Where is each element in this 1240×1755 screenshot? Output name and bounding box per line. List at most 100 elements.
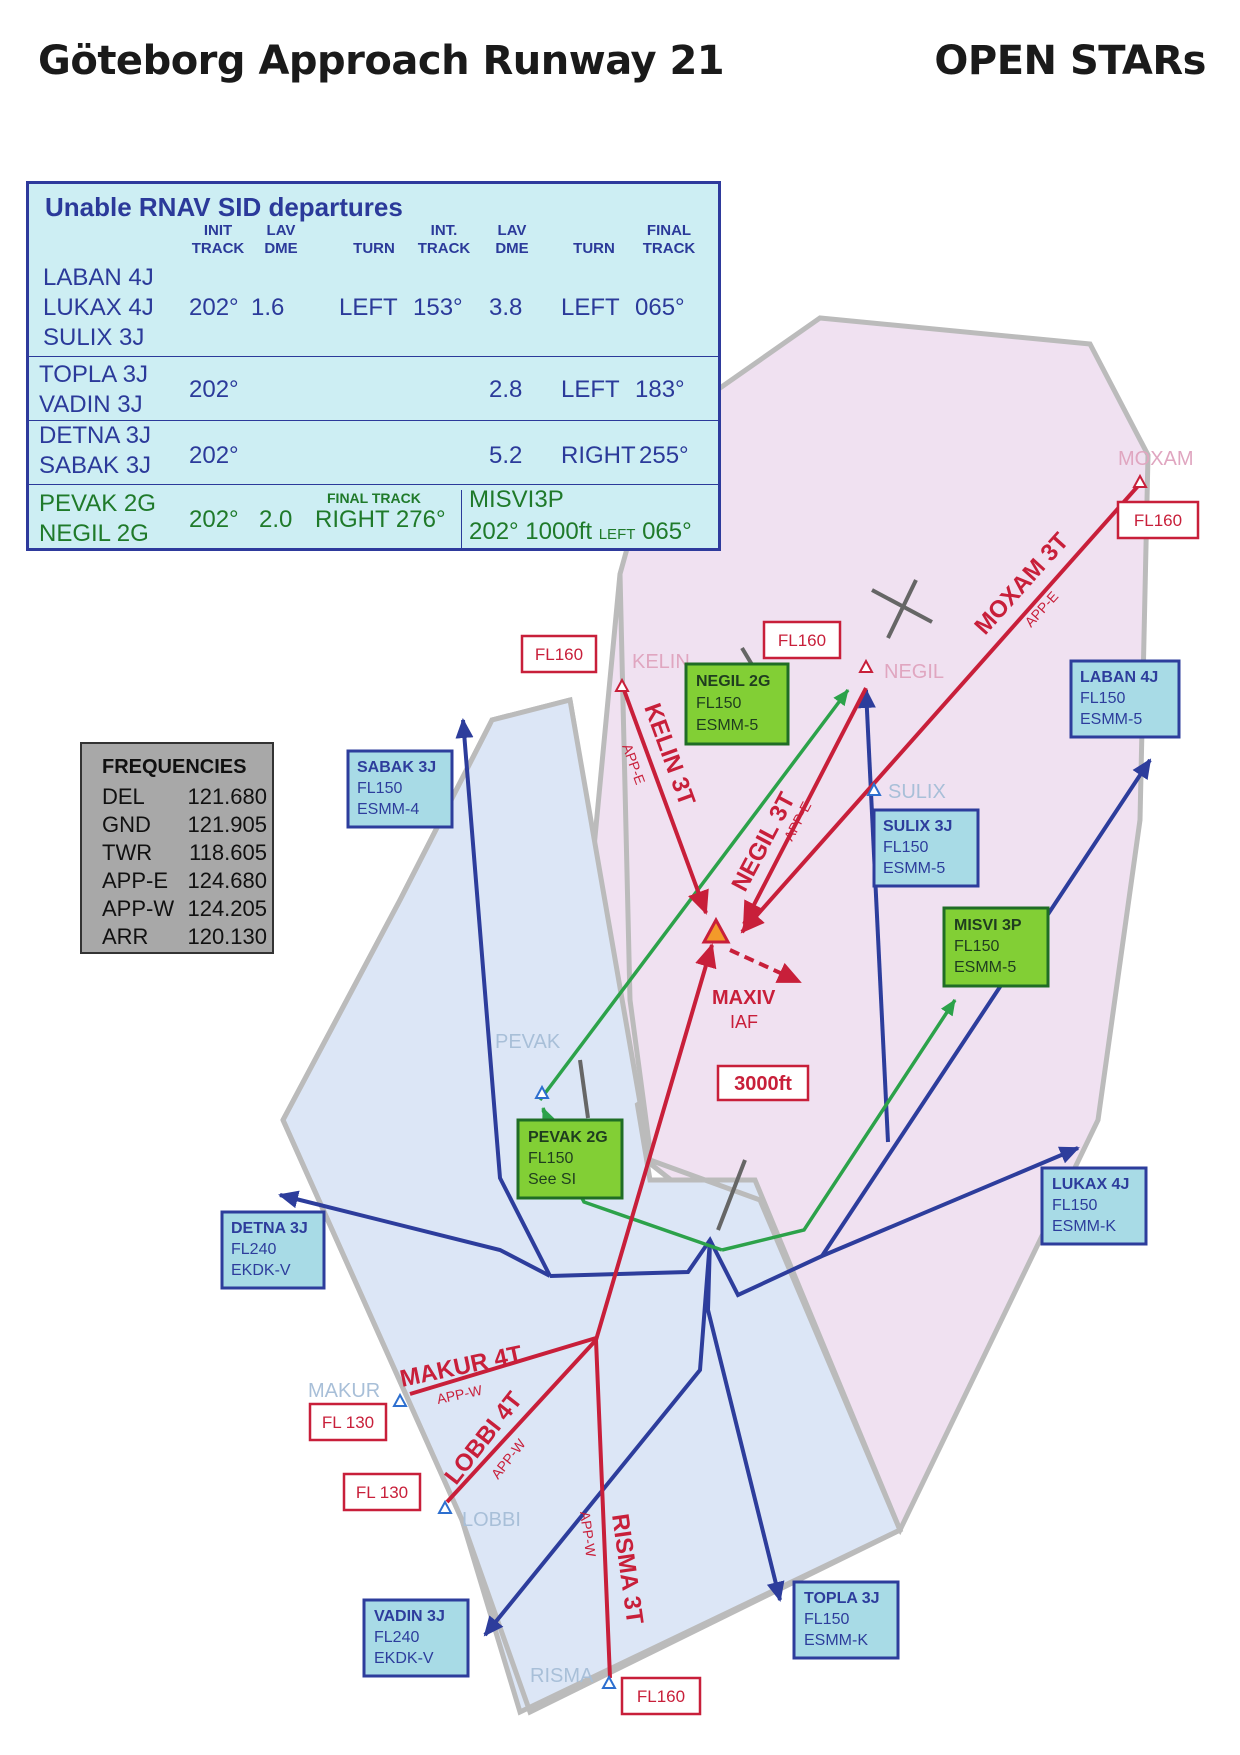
- row2-final: 183°: [635, 376, 685, 403]
- makur-star: [409, 1336, 597, 1396]
- hdr-int-track: INT. TRACK: [417, 222, 471, 257]
- altitude-label: 3000ft: [734, 1073, 792, 1095]
- maxiv-hold: [729, 948, 802, 984]
- svg-text:LUKAX 4J: LUKAX 4J: [1052, 1176, 1129, 1193]
- row3-turn2: RIGHT: [561, 442, 636, 469]
- topla-route: [705, 1239, 785, 1602]
- freq-name: ARR: [102, 924, 149, 949]
- green-final-label: FINAL TRACK: [327, 490, 421, 506]
- green-dme: 2.0: [259, 506, 293, 533]
- misvi-turn: LEFT: [598, 526, 636, 543]
- misvi-separator: [461, 490, 462, 548]
- misvi-name: MISVI3P: [469, 486, 564, 513]
- row3-name-1: DETNA 3J: [39, 422, 152, 449]
- freq-name: APP-W: [102, 896, 175, 921]
- fl-moxam: FL160: [1134, 511, 1182, 530]
- row3-name-2: SABAK 3J: [39, 452, 152, 479]
- row3-final: 255°: [639, 442, 689, 469]
- box-negil: NEGIL 2G FL150 ESMM-5: [684, 662, 790, 746]
- svg-text:SABAK 3J: SABAK 3J: [357, 759, 436, 776]
- freq-value: 124.205: [187, 896, 267, 921]
- freq-name: DEL: [102, 784, 145, 809]
- sabak-route: [455, 718, 552, 1277]
- svg-text:FL150: FL150: [696, 695, 741, 712]
- row2-name-2: VADIN 3J: [39, 391, 143, 418]
- lobbi-label: LOBBI: [462, 1509, 521, 1531]
- kelin-star: [622, 689, 709, 915]
- fl-boxes: FL160 FL160 FL160 FL 130 FL 130 FL160 30…: [308, 500, 1200, 1716]
- waypoint-markers: [392, 473, 1148, 1689]
- misvi-track-value: 202° 1000ft: [469, 518, 593, 545]
- row1-dme2: 3.8: [489, 294, 523, 321]
- row3-dme2: 5.2: [489, 442, 523, 469]
- sid-boxes: LABAN 4J FL150 ESMM-5 SABAK 3J FL150 ESM…: [220, 659, 1181, 1678]
- hdr-lav-dme: LAV DME: [264, 222, 298, 257]
- box-misvi: MISVI 3P FL150 ESMM-5: [942, 906, 1050, 988]
- freq-row-app-e: APP-E 124.680: [102, 868, 267, 894]
- frequencies-box: FREQUENCIES DEL 121.680 GND 121.905 TWR 118…: [80, 742, 274, 954]
- fl-box-lobbi: [342, 1472, 422, 1512]
- sid-routes: [278, 688, 1152, 1637]
- fl-lobbi: FL 130: [356, 1483, 408, 1502]
- risma-triangle: [601, 1674, 617, 1689]
- moxam-label: MOXAM: [1118, 448, 1194, 470]
- fl-box-moxam: [1116, 500, 1200, 540]
- freq-row-app-w: APP-W 124.205: [102, 896, 267, 922]
- box-vadin: VADIN 3J FL240 EKDK-V: [362, 1598, 470, 1678]
- fl-makur: FL 130: [322, 1413, 374, 1432]
- kelin-label: KELIN: [632, 651, 690, 673]
- row-separator: [29, 484, 718, 485]
- row2-name-1: TOPLA 3J: [39, 361, 148, 388]
- row1-init: 202°: [189, 294, 239, 321]
- sid-table-title: Unable RNAV SID departures: [45, 192, 403, 222]
- freq-name: TWR: [102, 840, 153, 865]
- row2-dme2: 2.8: [489, 376, 523, 403]
- risma-label: RISMA: [530, 1665, 594, 1687]
- row1-final: 065°: [635, 294, 685, 321]
- freq-row-del: DEL 121.680: [102, 784, 267, 810]
- freq-name: APP-E: [102, 868, 169, 893]
- box-pevak: PEVAK 2G FL150 See SI: [516, 1118, 624, 1200]
- freq-value: 120.130: [187, 924, 267, 949]
- row2-turn2: LEFT: [561, 376, 620, 403]
- west-sector-upper: [492, 700, 640, 1180]
- fl-negil: FL160: [778, 631, 826, 650]
- misvi-final: 065°: [642, 518, 692, 545]
- freq-value: 121.905: [187, 812, 267, 837]
- freq-row-gnd: GND 121.905: [102, 812, 267, 838]
- risma-sector-label: APP-W: [577, 1510, 599, 1558]
- box-lukax: LUKAX 4J FL150 ESMM-K: [1040, 1166, 1148, 1246]
- moxam-triangle: [1132, 473, 1148, 488]
- freq-value: 124.680: [187, 868, 267, 893]
- freq-name: GND: [102, 812, 151, 837]
- misvi-route: [721, 999, 957, 1252]
- svg-text:PEVAK 2G: PEVAK 2G: [528, 1129, 608, 1146]
- row3-init: 202°: [189, 442, 239, 469]
- svg-text:ESMM-5: ESMM-5: [696, 717, 758, 734]
- row1-turn: LEFT: [339, 294, 398, 321]
- svg-text:FL240: FL240: [374, 1629, 419, 1646]
- altitude-box: [716, 1064, 810, 1102]
- moxam-star: [740, 484, 1140, 934]
- row1-int: 153°: [413, 294, 463, 321]
- green-name-2: NEGIL 2G: [39, 520, 149, 547]
- freq-row-arr: ARR 120.130: [102, 924, 267, 950]
- svg-text:EKDK-V: EKDK-V: [374, 1650, 434, 1667]
- svg-text:LABAN 4J: LABAN 4J: [1080, 669, 1158, 686]
- fl-box-negil: [762, 620, 842, 660]
- row1-name-3: SULIX 3J: [43, 324, 145, 351]
- box-sabak: SABAK 3J FL150 ESMM-4: [346, 749, 454, 829]
- svg-text:ESMM-5: ESMM-5: [883, 860, 945, 877]
- maxiv-iaf-marker: [701, 916, 731, 944]
- laban-route: [820, 758, 1152, 1258]
- sulix-triangle: [866, 781, 882, 796]
- svg-text:MISVI 3P: MISVI 3P: [954, 917, 1022, 934]
- star-routes: [409, 484, 1140, 1679]
- svg-text:ESMM-5: ESMM-5: [1080, 711, 1142, 728]
- vadin-route: [483, 1239, 712, 1637]
- makur-label: MAKUR: [308, 1380, 380, 1402]
- iaf-label: IAF: [730, 1012, 758, 1032]
- svg-text:ESMM-5: ESMM-5: [954, 959, 1016, 976]
- detna-route: [278, 1190, 551, 1278]
- page-title: Göteborg Approach Runway 21: [38, 38, 725, 84]
